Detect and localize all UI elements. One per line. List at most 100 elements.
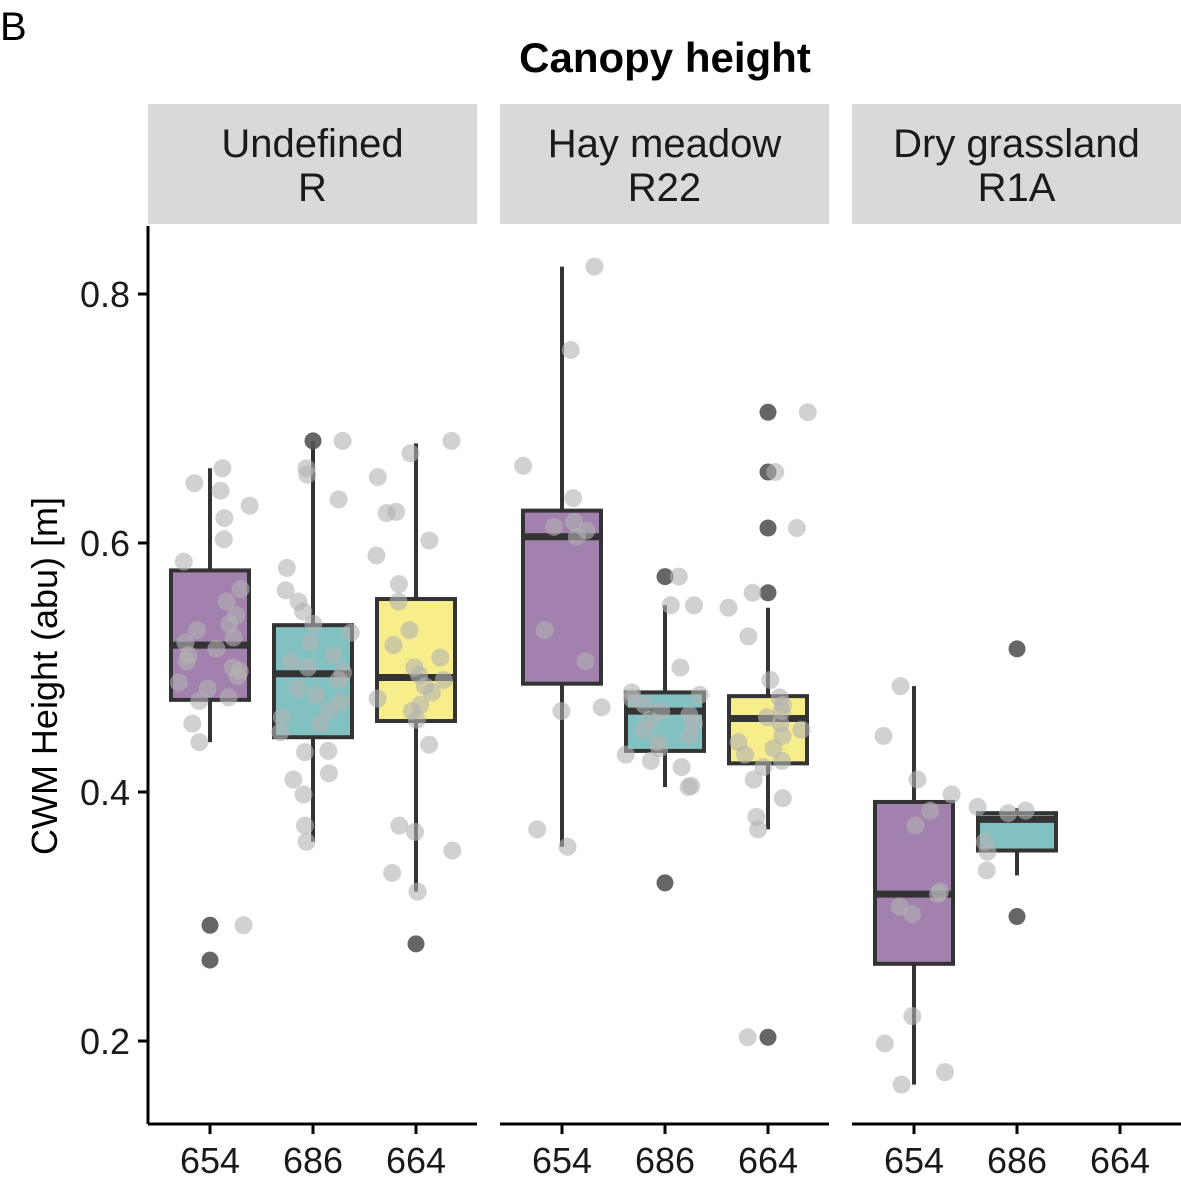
data-point bbox=[277, 558, 296, 577]
data-point bbox=[377, 504, 396, 523]
facet-label-line2: R22 bbox=[628, 166, 701, 210]
data-point bbox=[1016, 801, 1035, 820]
data-point bbox=[787, 519, 806, 538]
data-point bbox=[420, 735, 439, 754]
data-point bbox=[190, 692, 209, 711]
data-point bbox=[272, 708, 291, 727]
data-point bbox=[942, 785, 961, 804]
data-point bbox=[921, 801, 940, 820]
data-point bbox=[773, 789, 792, 808]
x-tick-label: 664 bbox=[1090, 1140, 1150, 1181]
data-point bbox=[333, 431, 352, 450]
data-point bbox=[567, 527, 586, 546]
data-point bbox=[384, 636, 403, 655]
data-point bbox=[296, 816, 315, 835]
data-point bbox=[298, 658, 317, 677]
facet-strip bbox=[148, 104, 477, 224]
data-point bbox=[329, 670, 348, 689]
data-point bbox=[390, 816, 409, 835]
data-point bbox=[408, 882, 427, 901]
data-point bbox=[903, 905, 922, 924]
data-point bbox=[214, 530, 233, 549]
data-point bbox=[749, 820, 768, 839]
data-point bbox=[341, 623, 360, 642]
data-point bbox=[389, 592, 408, 611]
data-point bbox=[758, 708, 777, 727]
data-point bbox=[284, 770, 303, 789]
outlier-point bbox=[759, 584, 777, 602]
data-point bbox=[213, 459, 232, 478]
data-point bbox=[368, 468, 387, 487]
data-point bbox=[766, 463, 785, 482]
x-tick-label: 654 bbox=[884, 1140, 944, 1181]
x-tick-label: 664 bbox=[738, 1140, 798, 1181]
x-tick-label: 686 bbox=[283, 1140, 343, 1181]
data-point bbox=[641, 751, 660, 770]
outlier-point bbox=[759, 403, 777, 421]
data-point bbox=[367, 546, 386, 565]
data-point bbox=[294, 602, 313, 621]
data-point bbox=[616, 745, 635, 764]
data-point bbox=[680, 726, 699, 745]
data-point bbox=[935, 1063, 954, 1082]
data-point bbox=[304, 614, 323, 633]
outlier-point bbox=[656, 568, 674, 586]
data-point bbox=[401, 444, 420, 463]
x-tick-label: 686 bbox=[635, 1140, 695, 1181]
data-point bbox=[301, 633, 320, 652]
data-point bbox=[434, 670, 453, 689]
data-point bbox=[576, 652, 595, 671]
data-point bbox=[739, 627, 758, 646]
data-point bbox=[329, 490, 348, 509]
y-tick-label: 0.8 bbox=[80, 274, 130, 315]
data-point bbox=[400, 621, 419, 640]
data-point bbox=[690, 685, 709, 704]
data-point bbox=[761, 670, 780, 689]
x-tick-label: 686 bbox=[987, 1140, 1047, 1181]
facet-strip bbox=[852, 104, 1181, 224]
y-tick-label: 0.4 bbox=[80, 772, 130, 813]
data-point bbox=[215, 509, 234, 528]
data-point bbox=[211, 481, 230, 500]
data-point bbox=[298, 465, 317, 484]
data-point bbox=[174, 552, 193, 571]
data-point bbox=[684, 596, 703, 615]
data-point bbox=[282, 652, 301, 671]
data-point bbox=[443, 841, 462, 860]
data-point bbox=[671, 658, 690, 677]
data-point bbox=[564, 489, 583, 508]
data-point bbox=[183, 714, 202, 733]
data-point bbox=[224, 628, 243, 647]
data-point bbox=[544, 517, 563, 536]
data-point bbox=[978, 842, 997, 861]
data-point bbox=[874, 726, 893, 745]
data-point bbox=[271, 723, 290, 742]
data-point bbox=[240, 496, 259, 515]
facet-label-line2: R1A bbox=[978, 166, 1056, 210]
data-point bbox=[719, 598, 738, 617]
data-point bbox=[585, 257, 604, 276]
outlier-point bbox=[656, 874, 674, 892]
data-point bbox=[306, 685, 325, 704]
data-point bbox=[564, 512, 583, 531]
facet-label-line2: R bbox=[298, 166, 327, 210]
data-point bbox=[276, 581, 295, 600]
data-point bbox=[903, 1007, 922, 1026]
data-point bbox=[420, 531, 439, 550]
data-point bbox=[389, 575, 408, 594]
data-point bbox=[977, 861, 996, 880]
data-point bbox=[798, 403, 817, 422]
data-point bbox=[906, 816, 925, 835]
data-point bbox=[407, 710, 426, 729]
data-point bbox=[185, 474, 204, 493]
x-tick-label: 654 bbox=[532, 1140, 592, 1181]
outlier-point bbox=[1008, 640, 1026, 658]
data-point bbox=[207, 639, 226, 658]
data-point bbox=[324, 646, 343, 665]
facet-strip bbox=[500, 104, 829, 224]
data-point bbox=[319, 741, 338, 760]
data-point bbox=[773, 726, 792, 745]
outlier-point bbox=[201, 916, 219, 934]
